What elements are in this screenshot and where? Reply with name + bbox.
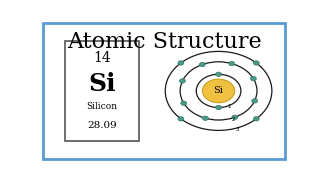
Text: Silicon: Silicon (86, 102, 117, 111)
Ellipse shape (253, 117, 259, 121)
Ellipse shape (178, 61, 184, 65)
Text: Si: Si (214, 86, 223, 95)
Ellipse shape (251, 76, 256, 81)
Ellipse shape (199, 62, 205, 67)
Text: 1: 1 (227, 104, 231, 109)
Ellipse shape (216, 105, 221, 110)
Ellipse shape (216, 72, 221, 76)
Ellipse shape (181, 101, 187, 105)
Text: Si: Si (88, 72, 116, 96)
Ellipse shape (229, 61, 235, 66)
Ellipse shape (178, 117, 184, 121)
Ellipse shape (203, 79, 235, 103)
Text: 28.09: 28.09 (87, 121, 117, 130)
Text: Atomic Structure: Atomic Structure (67, 31, 261, 53)
Text: 2: 2 (231, 116, 235, 122)
Bar (65, 41, 139, 141)
Ellipse shape (203, 116, 208, 120)
Ellipse shape (232, 115, 238, 120)
Text: 14: 14 (93, 51, 111, 65)
Text: 3: 3 (235, 127, 239, 132)
Ellipse shape (253, 61, 259, 65)
Ellipse shape (180, 79, 185, 83)
Ellipse shape (252, 99, 258, 103)
